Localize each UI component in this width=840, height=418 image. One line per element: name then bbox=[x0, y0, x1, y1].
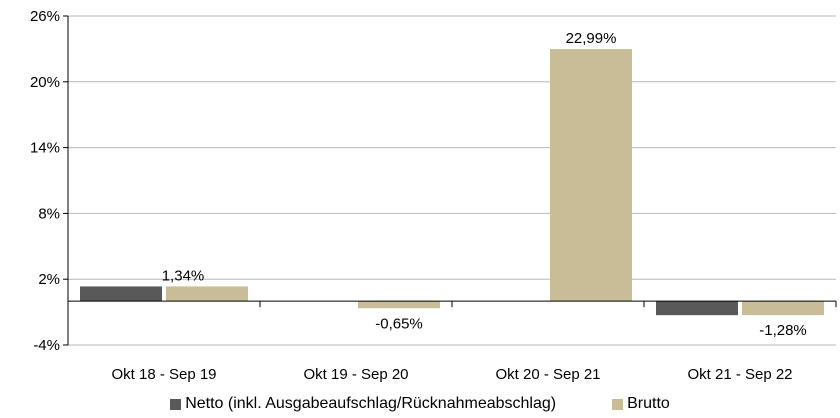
legend-label-brutto: Brutto bbox=[627, 395, 670, 412]
legend-swatch-brutto bbox=[612, 398, 624, 410]
legend-swatch-netto bbox=[170, 398, 182, 410]
x-axis: Okt 18 - Sep 19 Okt 19 - Sep 20 Okt 20 - S… bbox=[67, 300, 837, 383]
bar-brutto bbox=[358, 301, 440, 309]
y-tick-label: 8% bbox=[38, 205, 60, 222]
bar-netto bbox=[656, 301, 738, 316]
y-tick-label: -4% bbox=[33, 337, 60, 354]
legend-item-netto: Netto (inkl. Ausgabeaufschlag/Rücknahmea… bbox=[170, 395, 556, 413]
x-tick-label: Okt 20 - Sep 21 bbox=[495, 366, 600, 383]
bar-brutto bbox=[166, 286, 248, 302]
data-label: 1,34% bbox=[162, 267, 205, 284]
bars bbox=[80, 49, 824, 316]
data-label: -1,28% bbox=[759, 322, 807, 339]
x-tick-label: Okt 19 - Sep 20 bbox=[303, 366, 408, 383]
x-tick-label: Okt 21 - Sep 22 bbox=[687, 366, 792, 383]
bar-brutto bbox=[550, 49, 632, 302]
legend-label-netto: Netto (inkl. Ausgabeaufschlag/Rücknahmea… bbox=[185, 395, 557, 412]
y-tick-label: 2% bbox=[38, 271, 60, 288]
data-labels: 1,34% -0,65% 22,99% -1,28% bbox=[162, 30, 807, 339]
y-tick-label: 20% bbox=[30, 74, 60, 91]
legend: Netto (inkl. Ausgabeaufschlag/Rücknahmea… bbox=[0, 393, 840, 415]
x-tick-label: Okt 18 - Sep 19 bbox=[111, 366, 216, 383]
data-label: 22,99% bbox=[566, 30, 617, 47]
bar-brutto bbox=[742, 301, 824, 316]
y-tick-label: 26% bbox=[30, 8, 60, 25]
y-axis-ticks: -4% 2% 8% 14% 20% 26% bbox=[30, 8, 69, 354]
y-tick-label: 14% bbox=[30, 140, 60, 157]
bar-chart: -4% 2% 8% 14% 20% 26% Okt 18 - Sep 19 Okt 19 -… bbox=[30, 8, 837, 383]
data-label: -0,65% bbox=[375, 315, 423, 332]
legend-item-brutto: Brutto bbox=[612, 395, 670, 413]
gridlines bbox=[68, 15, 836, 346]
bar-netto bbox=[80, 286, 162, 302]
